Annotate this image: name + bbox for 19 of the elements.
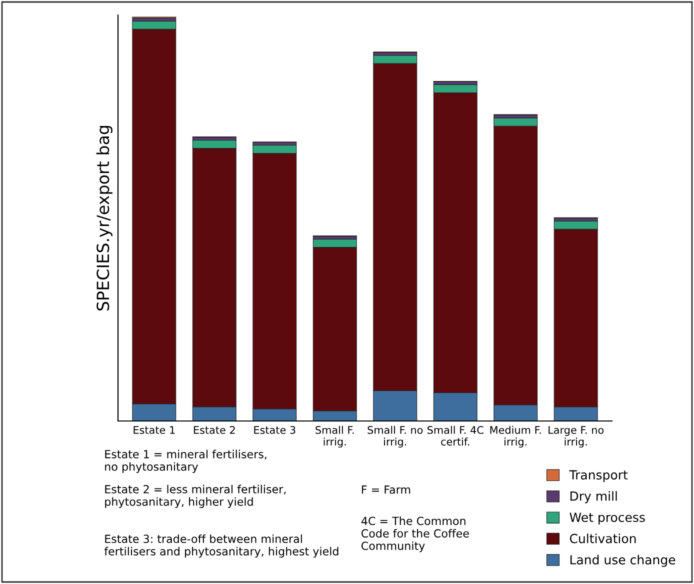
text: Estate 2 = less mineral fertiliser, phytosanitary, higher yield: [105, 484, 286, 508]
text: F = Farm: [362, 486, 410, 494]
x-tick-label: Estate 2: [194, 426, 235, 434]
legend-label: Transport: [569, 470, 628, 482]
legend-label: Wet process: [570, 512, 645, 524]
text: Estate 3: trade-off between mineral fertilisers and phytosanitary, highest yield: [104, 534, 338, 558]
x-tick-label: Estate 1: [134, 426, 175, 434]
x-tick-label: Small F. 4C certif.: [428, 426, 484, 446]
x-tick-label: Estate 3: [254, 426, 296, 434]
y-axis-title: SPECIES.yr/export bag: [96, 126, 112, 310]
x-tick-label: Small F. irrig.: [316, 426, 354, 448]
text: Estate 1 = mineral fertilisers, no phytosanitary: [105, 450, 266, 473]
x-tick-label: Large F. no irrig.: [548, 426, 604, 448]
legend-label: Land use change: [570, 554, 676, 567]
legend-label: Cultivation: [570, 534, 636, 544]
x-tick-label: Small F. no irrig.: [368, 426, 423, 448]
x-tick-label: Medium F. irrig.: [490, 426, 541, 448]
text: 4C = The Common Code for the Coffee Community: [361, 516, 469, 552]
legend-label: Dry mill: [570, 491, 617, 504]
